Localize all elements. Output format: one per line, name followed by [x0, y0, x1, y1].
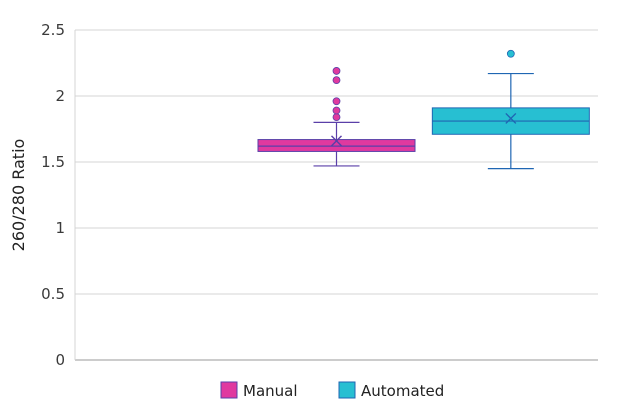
y-tick-label: 1.5: [41, 153, 65, 171]
y-tick-label: 2: [55, 87, 65, 105]
y-axis-title: 260/280 Ratio: [9, 139, 28, 252]
outlier-point: [332, 113, 341, 122]
box-series: [257, 49, 590, 170]
gridlines: [74, 29, 598, 361]
outlier-point: [506, 49, 515, 58]
box-manual: [257, 67, 416, 167]
mean-marker: [505, 112, 517, 124]
outlier-point: [332, 97, 341, 106]
y-tick-label: 2.5: [41, 21, 65, 39]
outlier-point: [332, 67, 341, 75]
y-tick-label: 1: [55, 219, 65, 237]
outlier-point: [332, 76, 341, 85]
legend-swatch-automated: [338, 381, 356, 399]
mean-marker: [331, 135, 342, 147]
y-tick-label: 0: [55, 351, 65, 369]
legend-label-automated: Automated: [361, 382, 444, 400]
y-tick-label: 0.5: [41, 285, 65, 303]
box-body: [257, 139, 416, 152]
y-axis-tick-labels: 0 0.5 1 1.5 2 2.5: [41, 21, 65, 369]
legend-label-manual: Manual: [243, 382, 298, 400]
legend: Manual Automated: [220, 381, 444, 400]
legend-swatch-manual: [220, 381, 238, 399]
box-automated: [431, 49, 590, 170]
outlier-point: [332, 106, 341, 115]
